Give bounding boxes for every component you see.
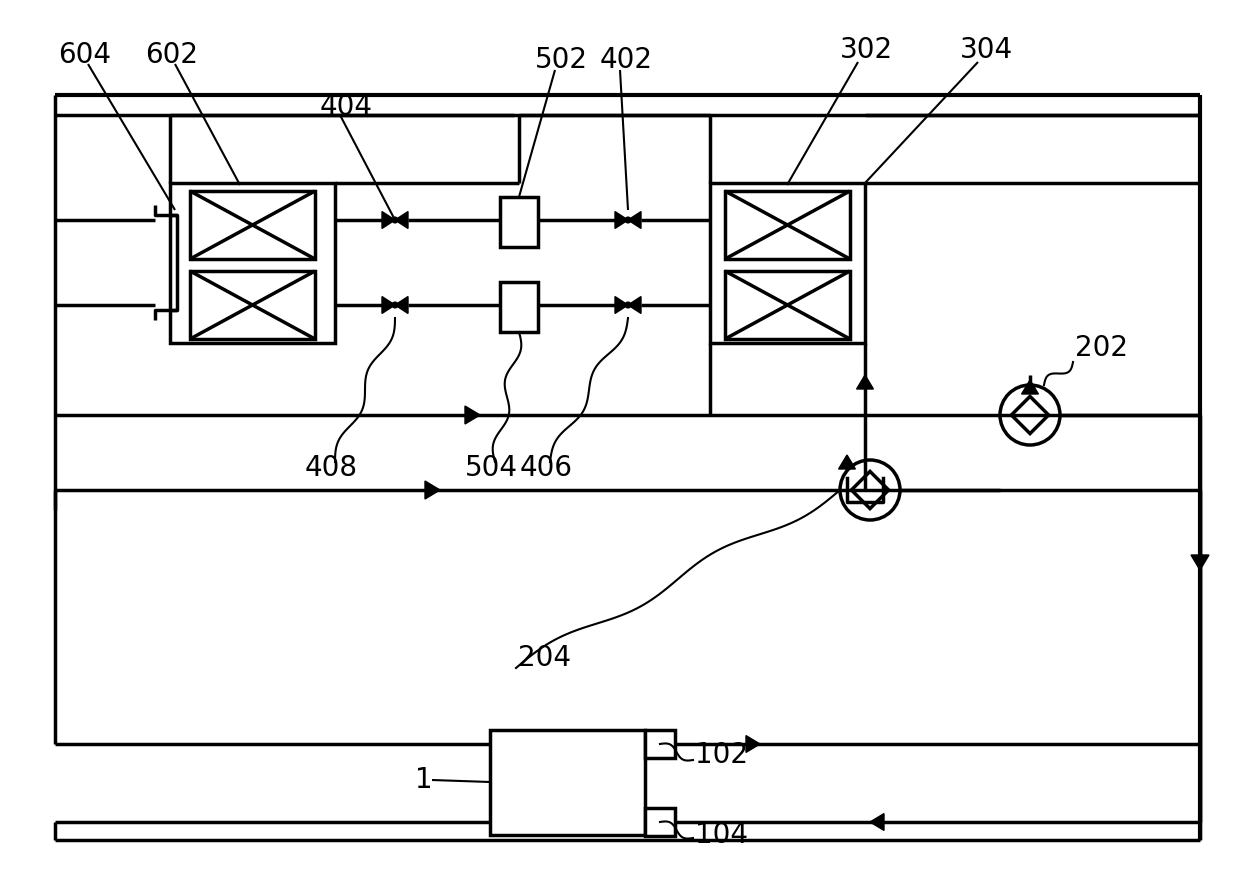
Bar	[190, 191, 315, 259]
Bar	[725, 191, 849, 259]
Text: 204: 204	[518, 644, 570, 672]
Circle shape	[625, 302, 631, 308]
Polygon shape	[615, 296, 627, 313]
Text: 504: 504	[465, 454, 518, 482]
Text: 302: 302	[839, 36, 893, 64]
Polygon shape	[382, 212, 396, 228]
Polygon shape	[838, 455, 856, 469]
Circle shape	[392, 302, 398, 308]
Text: 406: 406	[520, 454, 573, 482]
Polygon shape	[627, 212, 641, 228]
Polygon shape	[465, 406, 480, 424]
Bar	[711, 183, 866, 343]
Bar	[500, 282, 538, 332]
Polygon shape	[425, 481, 440, 499]
Polygon shape	[857, 375, 873, 389]
Text: 1: 1	[415, 766, 433, 794]
Text: 202: 202	[1075, 334, 1128, 362]
Text: 602: 602	[145, 41, 198, 69]
Text: 402: 402	[600, 46, 653, 74]
Text: 408: 408	[305, 454, 358, 482]
Bar	[190, 271, 315, 339]
Text: 404: 404	[320, 93, 373, 121]
Bar	[170, 183, 335, 343]
Polygon shape	[1022, 380, 1038, 394]
Polygon shape	[396, 212, 408, 228]
Bar	[725, 271, 849, 339]
Polygon shape	[382, 296, 396, 313]
Text: 102: 102	[694, 741, 748, 769]
Circle shape	[625, 217, 631, 223]
Bar	[500, 197, 538, 247]
Bar	[645, 730, 675, 758]
Text: 604: 604	[58, 41, 112, 69]
Polygon shape	[615, 212, 627, 228]
Text: 104: 104	[694, 821, 748, 849]
Circle shape	[392, 217, 398, 223]
Bar	[645, 808, 675, 836]
Text: 502: 502	[534, 46, 588, 74]
Text: 304: 304	[960, 36, 1013, 64]
Polygon shape	[396, 296, 408, 313]
Polygon shape	[746, 735, 760, 752]
Polygon shape	[627, 296, 641, 313]
Polygon shape	[870, 813, 884, 830]
Polygon shape	[1190, 555, 1209, 570]
Bar	[490, 730, 645, 835]
